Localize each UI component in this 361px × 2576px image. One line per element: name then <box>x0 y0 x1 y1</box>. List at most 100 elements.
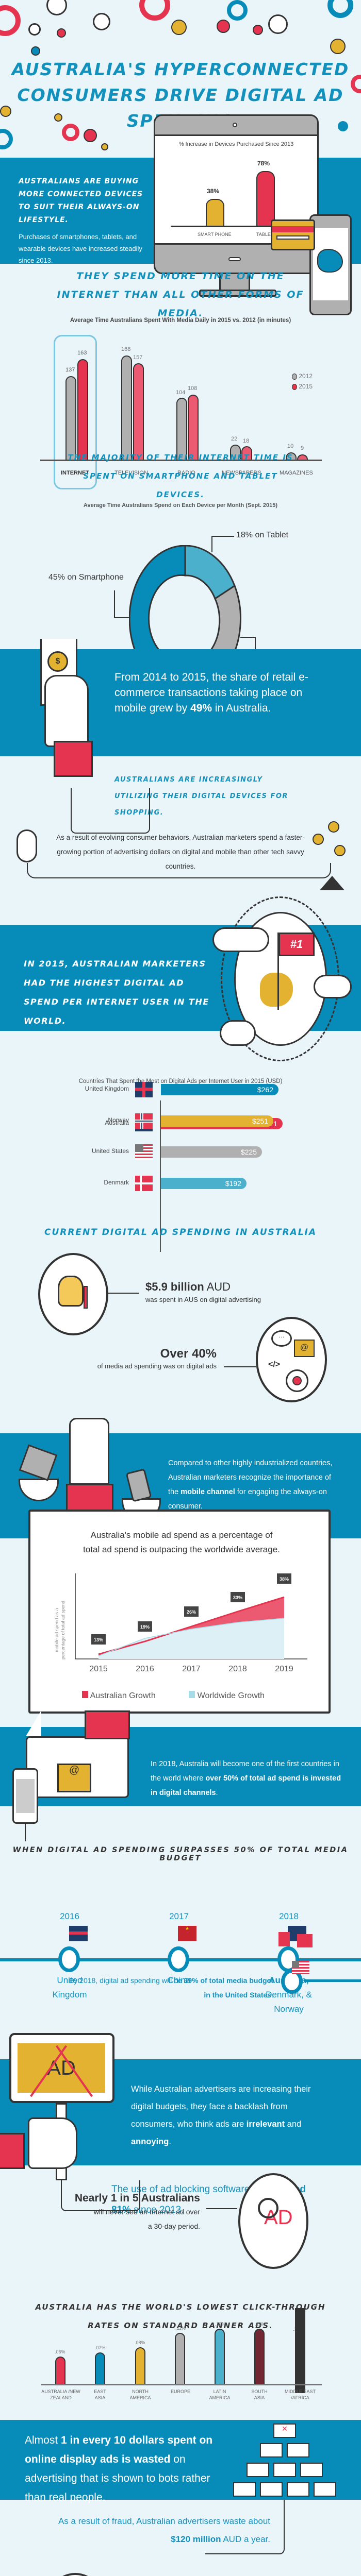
monitor-camera-icon <box>233 123 237 127</box>
magnifier-ad-circle-icon: AD <box>238 2173 308 2269</box>
spend-arrow-icon <box>108 1293 139 1294</box>
mobile-channel-text: Compared to other highly industrialized … <box>168 1459 333 1511</box>
svg-text:2018: 2018 <box>228 1665 247 1673</box>
shopping-subheading: Australians are increasingly utilizing t… <box>114 776 288 817</box>
magnifier-icon <box>258 2198 278 2218</box>
growth-area-chart: mobile ad spend as a percentage of total… <box>54 1573 307 1673</box>
united-kingdom-bar: $262 <box>161 1084 278 1095</box>
code-icon: </> <box>268 1360 281 1369</box>
magazines-2015-bar <box>297 454 308 460</box>
denmark-flag-icon <box>135 1176 153 1191</box>
australia-continent-icon <box>260 973 293 1007</box>
timeline-node <box>58 1946 80 1972</box>
tv-2012-value: 168 <box>121 346 131 352</box>
timeline-year: 2017 <box>169 1911 189 1921</box>
smartphone-value: 38% <box>207 188 220 195</box>
digital-2018-text: In 2018, Australia will become one of th… <box>151 1760 341 1797</box>
svg-text:mobile ad spend as a: mobile ad spend as a <box>54 1608 59 1652</box>
timeline-country: China <box>167 1975 191 1985</box>
ctr-heading: Australia has the world's lowest click-t… <box>35 2302 326 2330</box>
us-timeline-line <box>304 1979 361 1982</box>
phone-screen <box>313 228 348 300</box>
newspapers-2012-bar <box>230 445 241 460</box>
us-timeline-text: By 2018, digital ad spending will be 39%… <box>69 1976 273 1999</box>
svg-text:19%: 19% <box>140 1624 150 1630</box>
timeline-country: United Kingdom <box>52 1975 87 1999</box>
mouse-icon <box>17 829 37 862</box>
fraud-text: Almost 1 in every 10 dollars spent on on… <box>25 2434 213 2503</box>
tablet-donut-label: 18% on Tablet <box>236 531 289 539</box>
never-see-arrow-icon <box>206 2208 237 2209</box>
molecule-node-icon <box>351 75 361 93</box>
media-heading: They spend more time on the Internet tha… <box>57 270 304 319</box>
internet-2015-value: 163 <box>77 350 87 356</box>
cloud-icon <box>220 1020 256 1046</box>
norway-flag-icon <box>297 1934 313 1947</box>
monitor-button-icon <box>228 257 241 261</box>
internet-highlight <box>54 335 97 489</box>
ctr-bar-europe <box>175 2333 185 2384</box>
internet-2012-value: 137 <box>65 367 75 373</box>
tablet-value: 78% <box>257 160 270 167</box>
australia-map-icon <box>317 249 343 273</box>
hand-tap-icon: $ <box>40 639 93 788</box>
no-ads-sign-icon: AD <box>9 2033 114 2103</box>
country-label: United Kingdom <box>85 1085 129 1092</box>
ctr-value: .11% <box>175 2326 186 2331</box>
phone-icon <box>309 214 352 315</box>
bill-icon <box>300 2463 323 2477</box>
country-label: United States <box>91 1147 129 1155</box>
header-decoration <box>0 0 361 155</box>
worldwide-growth-swatch <box>189 1691 195 1698</box>
svg-text:33%: 33% <box>233 1595 242 1600</box>
country-label: Australia <box>105 1119 129 1126</box>
target-icon <box>286 1369 308 1392</box>
digital-share-caption: of media ad spending was on digital ads <box>97 1362 217 1370</box>
intro-text: Australians are buying more connected de… <box>19 175 147 266</box>
bar-chart-icon <box>84 1286 88 1309</box>
ctr-value: .06% <box>55 2349 65 2354</box>
country-chart-axis <box>160 1100 161 1252</box>
growth-chart-title: Australia's mobile ad spend as a percent… <box>83 1530 280 1554</box>
radio-2012-bar <box>176 398 187 460</box>
device-chart-title: % Increase in Devices Purchased Since 20… <box>178 141 294 147</box>
intro-heading: Australians are buying more connected de… <box>19 177 143 224</box>
video-play-icon <box>85 1710 130 1739</box>
svg-text:2016: 2016 <box>136 1665 154 1673</box>
never-see-ad-value: Nearly 1 in 5 Australians <box>74 2192 200 2204</box>
ctr-label: EUROPE <box>170 2389 190 2394</box>
radio-2012-value: 104 <box>176 389 186 396</box>
money-bag-circle-icon <box>38 1253 108 1335</box>
money-bag-icon <box>58 1276 84 1307</box>
molecule-node-icon <box>0 129 13 149</box>
coin-icon: $ <box>47 651 68 672</box>
country-row-united-kingdom: United Kingdom $262 <box>0 1082 361 1097</box>
molecule-node-icon <box>62 124 79 141</box>
country-label: Denmark <box>104 1179 129 1186</box>
denmark-flag-icon <box>278 1932 290 1946</box>
svg-text:26%: 26% <box>187 1609 196 1615</box>
molecule-node-icon <box>93 13 110 30</box>
digital-share-value: Over 40% <box>160 1347 217 1361</box>
sleeve-icon <box>0 2133 25 2169</box>
tv-2012-bar <box>121 355 132 460</box>
tv-label: TELEVISION <box>114 470 148 476</box>
monitor-foot <box>199 290 276 297</box>
laptop-email-icon: @ <box>26 1736 129 1798</box>
scale-pan-left-icon <box>19 1479 59 1501</box>
molecule-node-icon <box>253 25 263 35</box>
ctr-bar-middle-east-africa-base <box>295 2308 305 2384</box>
fraud-waste-text: As a result of fraud, Australian adverti… <box>58 2516 270 2544</box>
country-row-norway-visible: Norway $251 <box>0 1113 361 1129</box>
chat-bubble-icon: … <box>271 1330 292 1347</box>
molecule-node-icon <box>84 129 97 142</box>
molecule-node-icon <box>101 143 108 150</box>
ctr-bar-east-asia <box>95 2352 105 2384</box>
bill-icon <box>233 2482 256 2497</box>
digital-share-arrow-icon <box>224 1366 256 1367</box>
uk-flag-icon <box>135 1082 153 1097</box>
radio-label: RADIO <box>177 470 195 476</box>
ctr-label: NORTH AMERICA <box>129 2389 151 2400</box>
molecule-node-icon <box>139 0 170 21</box>
